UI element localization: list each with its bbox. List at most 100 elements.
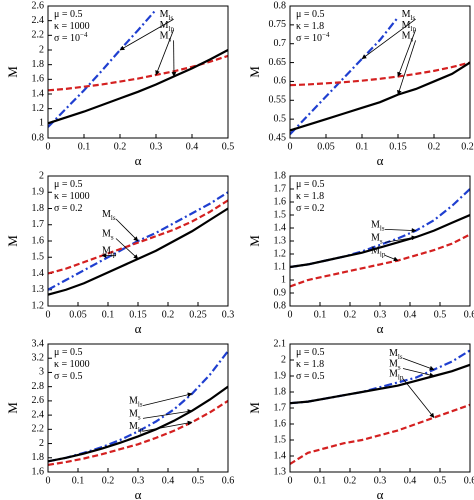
x-tick-label: 0.1 xyxy=(102,309,115,320)
y-tick-label: 3.2 xyxy=(32,353,45,364)
series-label: Mls xyxy=(102,209,116,221)
series-name: M xyxy=(129,421,138,432)
y-tick-label: 1.7 xyxy=(274,183,287,194)
arrow xyxy=(119,18,174,51)
x-tick-label: 0.4 xyxy=(186,141,199,152)
x-tick-label: 0.25 xyxy=(461,141,474,152)
series-label: Ms xyxy=(102,229,114,241)
x-tick-label: 0.15 xyxy=(129,309,147,320)
y-axis-label: M xyxy=(247,235,262,247)
y-tick-label: 1.2 xyxy=(32,103,45,114)
x-tick-label: 0.05 xyxy=(69,309,87,320)
parameter: κ = 1000 xyxy=(54,359,90,370)
y-tick-label: 1.6 xyxy=(32,74,45,85)
parameter-text: σ = 10 xyxy=(296,33,322,44)
parameter-text: κ = 1.8 xyxy=(296,21,324,32)
y-tick-label: 0.7 xyxy=(274,38,287,49)
y-tick-label: 1.2 xyxy=(274,248,287,259)
arrow xyxy=(384,228,417,233)
parameter: μ = 0.5 xyxy=(296,347,325,358)
x-tick-label: 0.3 xyxy=(374,475,387,486)
parameter: κ = 1000 xyxy=(54,191,90,202)
x-tick-label: 0.2 xyxy=(344,475,357,486)
parameter: μ = 0.5 xyxy=(296,179,325,190)
x-tick-label: 0.5 xyxy=(434,309,447,320)
y-tick-label: 0.65 xyxy=(269,57,287,68)
series-line xyxy=(290,213,470,269)
x-axis-label: α xyxy=(135,487,142,500)
x-tick-label: 0.1 xyxy=(314,475,327,486)
series-label: Ms xyxy=(371,233,383,245)
series-name: M xyxy=(371,220,380,231)
parameter-text: κ = 1000 xyxy=(54,191,90,202)
series-sub: ls xyxy=(380,224,385,232)
parameter-text: κ = 1.8 xyxy=(296,359,324,370)
y-tick-label: 1.4 xyxy=(32,268,45,279)
x-tick-label: 0.2 xyxy=(162,309,175,320)
y-axis-label: M xyxy=(5,402,20,414)
series-line xyxy=(48,199,228,275)
parameter: σ = 0.5 xyxy=(54,371,83,382)
series-label: Mlp xyxy=(129,421,144,433)
series-line xyxy=(290,349,470,405)
y-tick-label: 1.9 xyxy=(274,370,287,381)
y-tick-label: 1.5 xyxy=(32,252,45,263)
parameter-text: μ = 0.5 xyxy=(296,179,325,190)
parameter: κ = 1.8 xyxy=(296,191,324,202)
y-tick-label: 2.4 xyxy=(32,409,45,420)
x-tick-label: 0 xyxy=(288,141,293,152)
plot-frame xyxy=(289,175,471,307)
y-tick-label: 1.6 xyxy=(32,466,45,477)
y-tick-label: 2 xyxy=(281,354,286,365)
series-sub: lp xyxy=(138,426,144,434)
y-axis-label: M xyxy=(5,66,20,78)
series-sub: s xyxy=(169,35,172,43)
series-sub: lp xyxy=(398,373,404,381)
series-name: M xyxy=(129,396,138,407)
x-tick-label: 0 xyxy=(288,309,293,320)
parameter-sup: −4 xyxy=(80,31,88,39)
x-tick-label: 0.6 xyxy=(222,475,235,486)
series-name: M xyxy=(102,209,111,220)
y-tick-label: 3.4 xyxy=(32,338,45,349)
x-tick-label: 0.6 xyxy=(464,475,474,486)
x-tick-label: 0.2 xyxy=(344,309,357,320)
parameter: μ = 0.5 xyxy=(54,347,83,358)
series-label: Mls xyxy=(402,10,416,22)
y-tick-label: 2.6 xyxy=(32,0,45,11)
y-tick-label: 3 xyxy=(39,367,44,378)
series-line xyxy=(290,363,470,405)
series-name: M xyxy=(389,349,398,360)
y-tick-label: 1 xyxy=(39,118,44,129)
parameter: μ = 0.5 xyxy=(296,9,325,20)
y-tick-label: 1.6 xyxy=(32,235,45,246)
series-line xyxy=(290,403,470,465)
panel: 0 0.05 0.1 0.15 0.2 0.25 0.45 0.5 0.55 0.6 0.65 0.7… xyxy=(247,0,474,168)
arrow xyxy=(142,420,193,432)
x-tick-label: 0.4 xyxy=(162,475,175,486)
y-tick-label: 1.8 xyxy=(274,386,287,397)
y-tick-label: 1.8 xyxy=(32,59,45,70)
series-sub: lp xyxy=(411,24,417,32)
series-name: M xyxy=(160,31,169,42)
y-tick-label: 1.5 xyxy=(274,209,287,220)
series-name: M xyxy=(371,233,380,244)
series-line xyxy=(290,233,470,288)
plot-frame xyxy=(289,343,471,473)
y-tick-label: 1.2 xyxy=(32,300,45,311)
arrow xyxy=(142,392,193,406)
parameter-text: μ = 0.5 xyxy=(296,9,325,20)
y-tick-label: 2 xyxy=(39,44,44,55)
series-sub: lp xyxy=(111,250,117,258)
y-tick-label: 1.7 xyxy=(274,402,287,413)
series-label: Ms xyxy=(402,31,414,43)
y-tick-label: 1.4 xyxy=(274,450,287,461)
series-line xyxy=(48,54,228,92)
parameter: σ = 10−4 xyxy=(296,31,330,45)
series-sub: ls xyxy=(169,14,174,22)
x-tick-label: 0.4 xyxy=(404,475,417,486)
y-tick-label: 1.4 xyxy=(32,88,45,99)
y-tick-label: 1.9 xyxy=(32,187,45,198)
arrow xyxy=(402,357,435,371)
y-tick-label: 1 xyxy=(281,274,286,285)
